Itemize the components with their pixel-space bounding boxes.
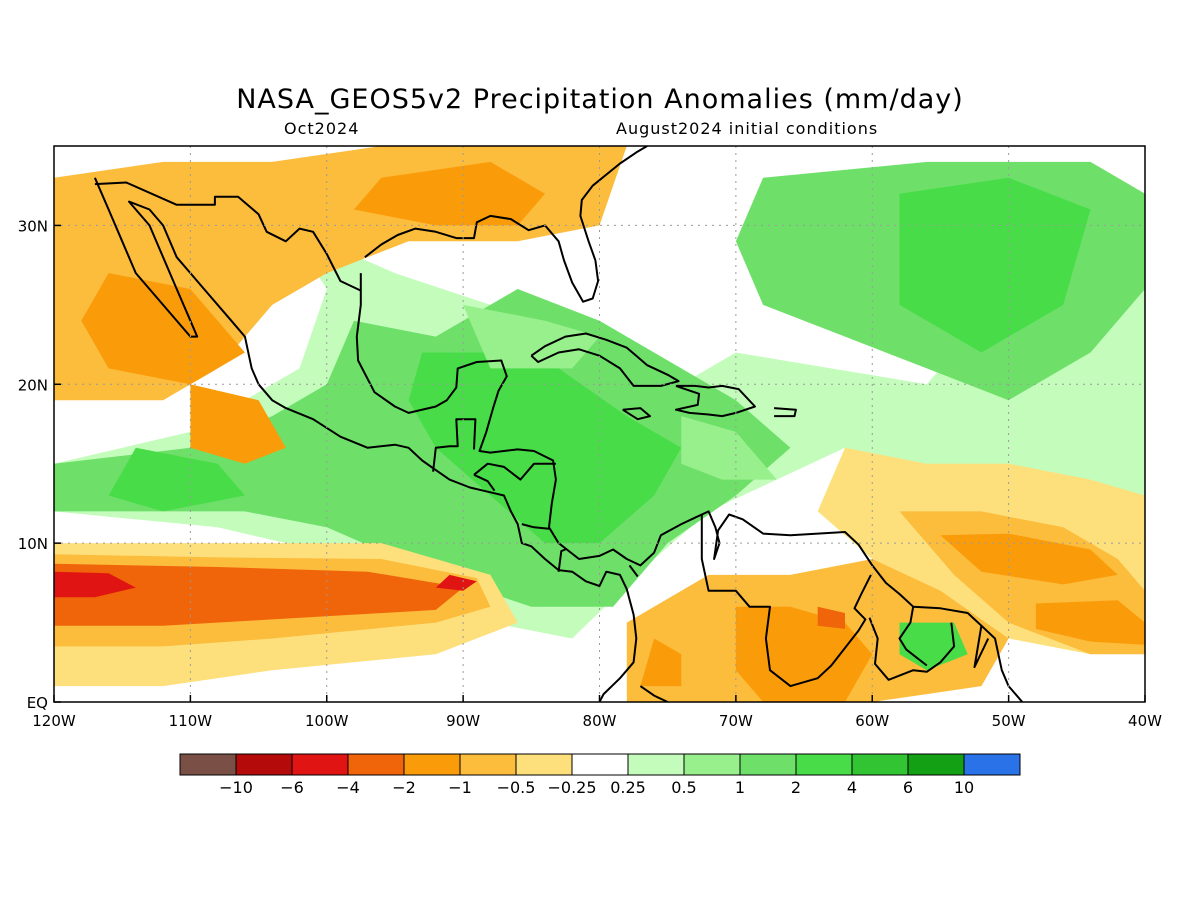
coastline-segment-0 [93,177,638,702]
initial-conditions-label: August2024 initial conditions [616,119,879,138]
coastline-segment-5 [622,407,651,421]
anomaly-region-19 [640,638,682,687]
coastline-segment-15 [868,617,956,681]
anomaly-region-20 [817,606,845,629]
coastline-segment-11 [521,523,550,530]
anomaly-region-5 [108,447,245,512]
coastline-segment-6 [774,407,797,418]
colorbar-label: −0.25 [547,778,596,797]
anomaly-region-24 [940,533,1118,585]
lon-tick-label: 50W [992,712,1026,730]
coastlines [93,146,1024,702]
colorbar-label: −10 [219,778,253,797]
coastline-segment-16 [898,606,928,667]
colorbar-label: −2 [392,778,416,797]
coastline-segment-13 [628,564,639,578]
anomaly-region-11 [190,384,286,464]
colorbar-swatch [459,753,517,776]
colorbar-label: 0.5 [671,778,696,797]
colorbar-label: 4 [847,778,857,797]
anomaly-region-3 [408,352,682,544]
lat-tick-label: 20N [18,376,48,394]
gridlines [54,146,1145,702]
anomaly-region-16 [435,574,477,591]
colorbar-swatch [179,753,237,776]
coastline-segment-4 [674,384,756,418]
anomaly-region-18 [735,606,873,702]
lon-tick-label: 120W [32,712,76,730]
anomaly-region-25 [1035,600,1145,645]
colorbar-label: −0.5 [497,778,536,797]
lon-tick-label: 60W [855,712,889,730]
forecast-month: Oct2024 [284,119,360,138]
colorbar-label: 10 [954,778,974,797]
coastline-segment-14 [700,514,872,688]
lat-tick-label: EQ [27,694,48,712]
colorbar-label: 2 [791,778,801,797]
coastline-segment-18 [639,685,669,702]
anomaly-region-9 [81,273,245,385]
colorbar-label: 6 [903,778,913,797]
lat-tick-label: 10N [18,535,48,553]
coastline-segment-1 [355,273,1024,702]
colorbar-swatch [795,753,853,776]
colorbar-swatch [235,753,293,776]
colorbar: −10 −6 −4 −2 −1 −0.5 −0.25 0.25 0.5 1 2 4 6 10 [179,753,1021,797]
anomaly-region-15 [54,571,136,598]
lon-tick-label: 90W [446,712,480,730]
lon-tick-label: 110W [169,712,213,730]
colorbar-swatch [683,753,741,776]
coastline-segment-7 [94,181,362,292]
coastline-segment-17 [973,625,990,669]
coastline-segment-3 [530,332,680,387]
lon-tick-label: 100W [305,712,349,730]
anomaly-region-7 [681,416,777,480]
colorbar-swatch [347,753,405,776]
coastline-segment-12 [557,548,566,572]
anomaly-region-14 [54,563,464,626]
anomaly-region-6 [463,304,600,369]
colorbar-swatch [627,753,685,776]
lon-tick-label: 70W [719,712,753,730]
colorbar-swatch [291,753,349,776]
longitude-axis: 120W 110W 100W 90W 80W 70W 60W 50W 40W [32,695,1162,730]
colorbar-label: 0.25 [610,778,646,797]
coastline-segment-8 [432,418,477,472]
colorbar-label: −4 [336,778,360,797]
colorbar-swatch [907,753,965,776]
coastline-segment-10 [473,462,556,481]
colorbar-swatch [571,753,629,776]
chart-title: NASA_GEOS5v2 Precipitation Anomalies (mm… [236,84,964,115]
lon-tick-label: 80W [583,712,617,730]
colorbar-swatch [963,753,1021,776]
colorbar-label: −6 [280,778,304,797]
colorbar-swatch [403,753,461,776]
colorbar-swatch [739,753,797,776]
colorbar-swatch [851,753,909,776]
colorbar-label: −1 [448,778,472,797]
coastline-segment-9 [473,473,496,492]
lon-tick-label: 40W [1128,712,1162,730]
coastline-segment-2 [364,146,648,303]
colorbar-swatch [515,753,573,776]
anomaly-region-4 [899,177,1091,353]
colorbar-label: 1 [735,778,745,797]
anomaly-region-10 [354,161,545,226]
lat-tick-label: 30N [18,217,48,235]
latitude-axis: EQ 10N 20N 30N [18,217,61,712]
